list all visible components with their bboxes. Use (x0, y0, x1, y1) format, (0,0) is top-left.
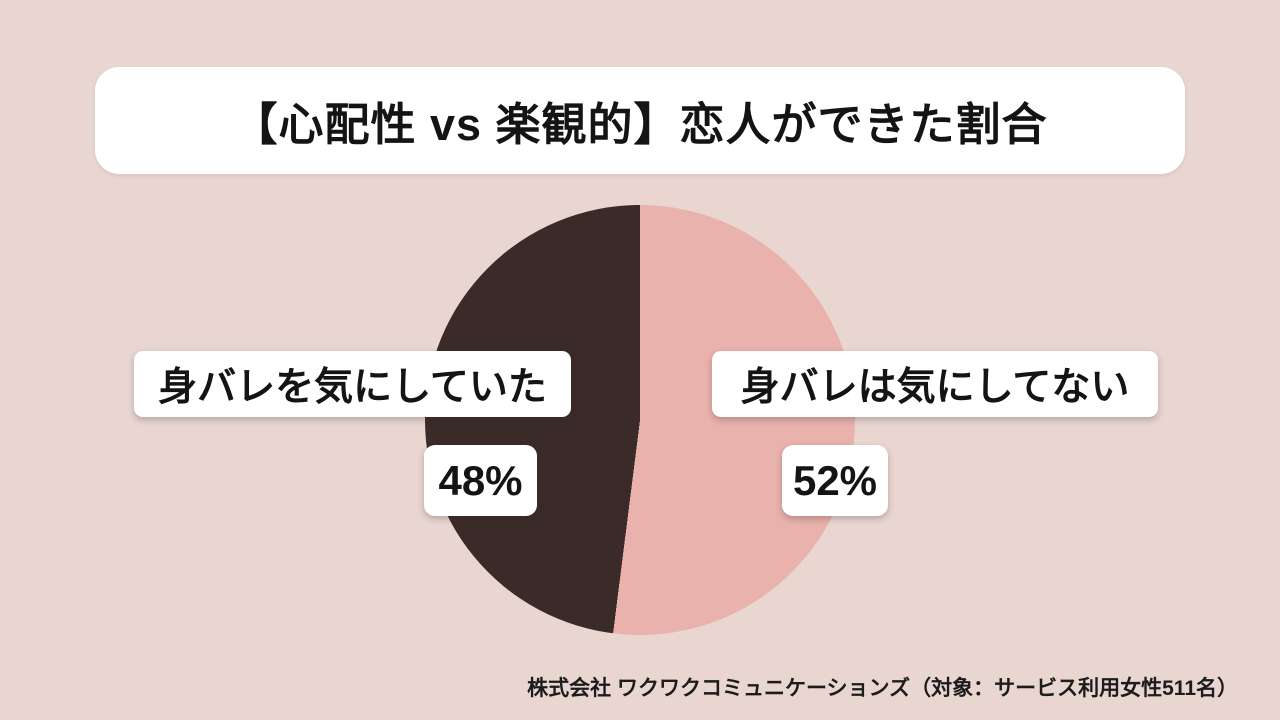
label-not-worried-text: 身バレは気にしてない (740, 366, 1130, 409)
source-note: 株式会社 ワクワクコミュニケーションズ（対象：サービス利用女性511名） (527, 677, 1238, 700)
percent-box-worried: 48% (424, 445, 537, 516)
label-box-worried: 身バレを気にしていた (134, 351, 571, 417)
pie-chart (425, 205, 855, 635)
title-banner: 【心配性 vs 楽観的】恋人ができた割合 (95, 67, 1185, 174)
percent-box-not-worried: 52% (782, 445, 888, 516)
label-worried-text: 身バレを気にしていた (158, 366, 547, 409)
label-box-not-worried: 身バレは気にしてない (712, 351, 1158, 417)
percent-worried-text: 48% (438, 456, 523, 504)
percent-not-worried-text: 52% (792, 456, 878, 504)
page-title: 【心配性 vs 楽観的】恋人ができた割合 (232, 99, 1048, 150)
